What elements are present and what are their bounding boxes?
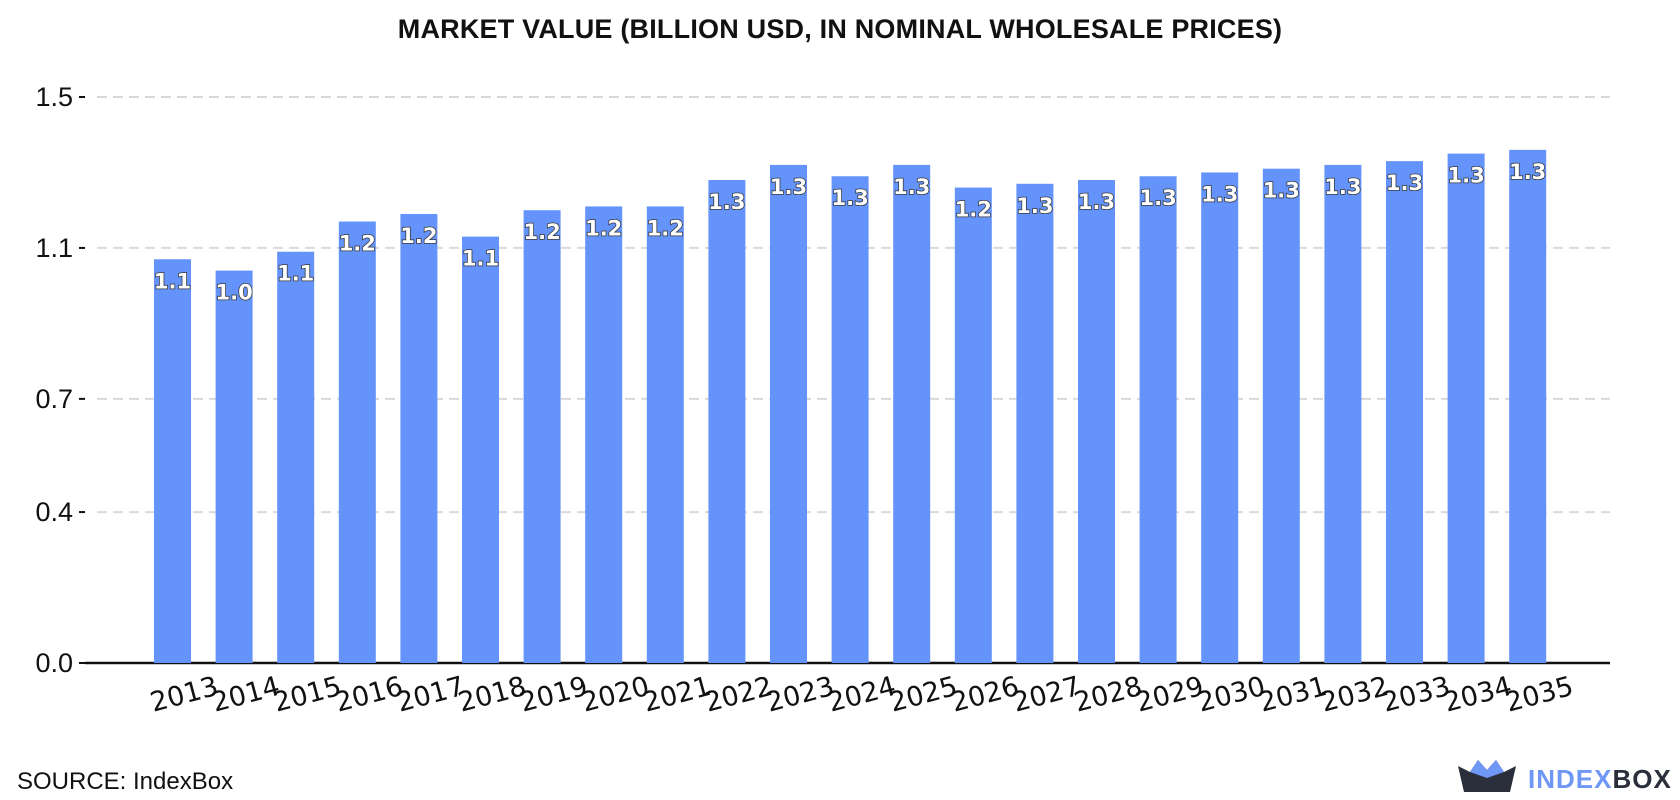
bar-value-label: 1.2: [955, 198, 992, 222]
bar: [215, 270, 253, 663]
bar: [1078, 180, 1115, 663]
bar: [400, 213, 438, 663]
bar: [1509, 149, 1547, 663]
bar-value-label: 1.3: [1509, 160, 1546, 184]
bar: [831, 176, 869, 664]
y-tick-label: 0.0: [35, 648, 73, 678]
bar-value-label: 1.3: [770, 175, 807, 199]
bar-value-label: 1.0: [215, 281, 252, 305]
y-tick-label: 1.5: [35, 82, 73, 112]
bar: [770, 164, 807, 664]
bar-value-label: 1.3: [1447, 164, 1484, 188]
y-tick-label: 0.4: [35, 497, 73, 527]
bar-value-label: 1.2: [647, 216, 684, 240]
bar: [1386, 161, 1423, 663]
bar-chart: 0.00.40.71.11.51.120131.020141.120151.22…: [35, 82, 1610, 719]
bar: [1201, 172, 1239, 663]
bar: [1324, 164, 1362, 664]
source-note: SOURCE: IndexBox: [17, 768, 234, 795]
bar-value-label: 1.2: [400, 224, 437, 248]
bar-value-label: 1.3: [1201, 182, 1238, 206]
bar: [338, 221, 376, 663]
bar-value-label: 1.3: [1016, 194, 1053, 218]
x-tick-label: 2035: [1502, 671, 1576, 719]
bar: [462, 236, 499, 663]
bar-value-label: 1.2: [585, 216, 622, 240]
bar: [277, 251, 315, 663]
bar: [1139, 176, 1177, 664]
bar-value-label: 1.3: [1386, 171, 1423, 195]
bar: [1447, 153, 1485, 663]
brand-name: INDEXBOX: [1528, 764, 1672, 795]
bar-value-label: 1.3: [708, 190, 745, 214]
indexbox-logo-icon: [1458, 760, 1516, 792]
bar-value-label: 1.1: [277, 262, 314, 286]
y-tick-label: 1.1: [35, 233, 73, 263]
bar-value-label: 1.3: [1324, 175, 1361, 199]
bar-value-label: 1.2: [523, 220, 560, 244]
bar: [154, 259, 191, 663]
bar-value-label: 1.3: [893, 175, 930, 199]
bar: [954, 187, 992, 663]
y-tick-label: 0.7: [35, 384, 73, 414]
bar: [1016, 183, 1054, 663]
brand-part-box: BOX: [1612, 764, 1672, 794]
brand-part-index: INDEX: [1528, 764, 1613, 794]
bar-value-label: 1.1: [154, 269, 191, 293]
bar: [893, 164, 931, 664]
bar-value-label: 1.2: [339, 232, 376, 256]
bar: [585, 206, 623, 663]
bar-value-label: 1.1: [462, 247, 499, 271]
bar: [646, 206, 684, 663]
bar: [523, 210, 561, 663]
bar: [708, 180, 746, 663]
bar-value-label: 1.3: [831, 186, 868, 210]
bar-value-label: 1.3: [1139, 186, 1176, 210]
bar: [1262, 168, 1300, 663]
bar-value-label: 1.3: [1263, 179, 1300, 203]
bar-value-label: 1.3: [1078, 190, 1115, 214]
chart-title: MARKET VALUE (BILLION USD, IN NOMINAL WH…: [397, 14, 1283, 44]
